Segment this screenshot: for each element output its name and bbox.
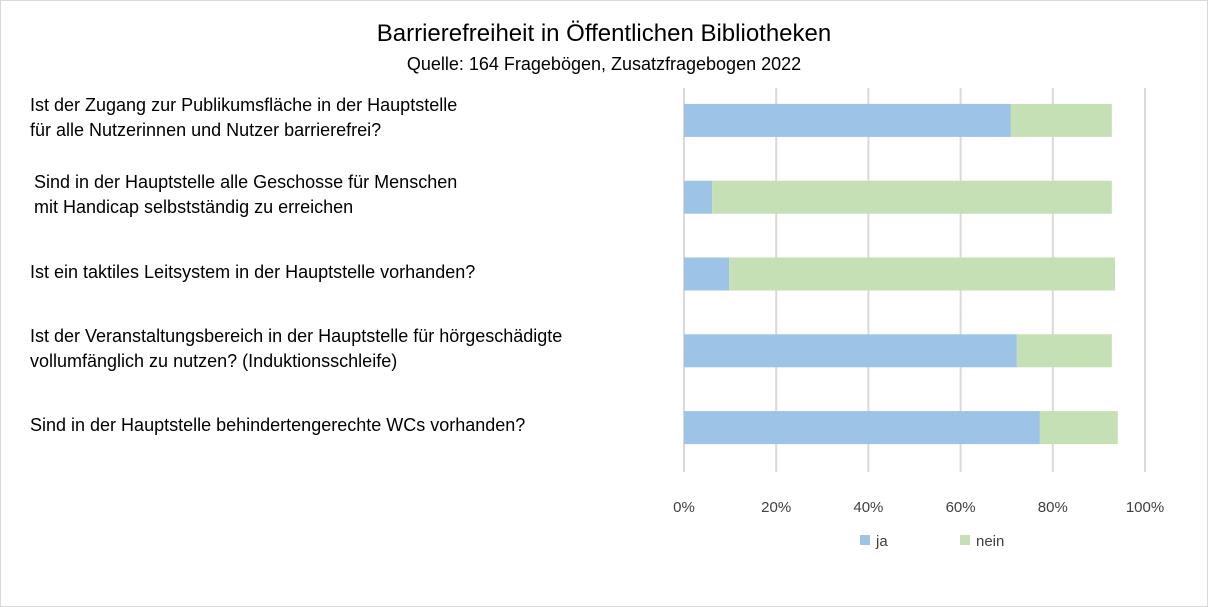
category-label-line: Sind in der Hauptstelle alle Geschosse f…: [34, 172, 458, 193]
x-tick-label: 60%: [946, 499, 976, 516]
legend-swatch-ja: [860, 535, 870, 545]
x-tick-label: 20%: [761, 499, 791, 516]
legend-label-ja: ja: [875, 533, 888, 550]
bar-nein: [1010, 103, 1112, 137]
category-label: Ist der Veranstaltungsbereich in der Hau…: [30, 324, 562, 374]
x-tick-label: 80%: [1038, 499, 1068, 516]
x-tick-label: 40%: [853, 499, 883, 516]
category-label-line: Sind in der Hauptstelle behindertengerec…: [30, 415, 526, 436]
category-label-line: Ist ein taktiles Leitsystem in der Haupt…: [30, 261, 476, 282]
x-tick-label: 100%: [1126, 499, 1164, 516]
bar-nein: [1039, 411, 1118, 445]
category-label-line: vollumfänglich zu nutzen? (Induktionssch…: [30, 350, 398, 371]
bar-ja: [684, 180, 713, 214]
bar-nein: [729, 257, 1116, 291]
category-label-line: für alle Nutzerinnen und Nutzer barriere…: [30, 120, 382, 141]
category-label: Ist der Zugang zur Publikumsfläche in de…: [30, 93, 457, 143]
legend-swatch-nein: [960, 535, 970, 545]
chart-subtitle: Quelle: 164 Fragebögen, Zusatzfragebogen…: [406, 54, 802, 74]
bar-ja: [684, 334, 1017, 368]
bar-nein: [712, 180, 1112, 214]
category-label: Ist ein taktiles Leitsystem in der Haupt…: [30, 260, 475, 285]
x-tick-label: 0%: [673, 499, 695, 516]
legend-label-nein: nein: [976, 533, 1004, 550]
category-label-line: Ist der Veranstaltungsbereich in der Hau…: [30, 325, 563, 346]
category-label: Sind in der Hauptstelle behindertengerec…: [30, 413, 525, 438]
category-label: Sind in der Hauptstelle alle Geschosse f…: [34, 170, 457, 220]
bar-ja: [684, 411, 1040, 445]
category-label-line: Ist der Zugang zur Publikumsfläche in de…: [30, 95, 458, 116]
chart-title: Barrierefreiheit in Öffentlichen Bibliot…: [376, 20, 832, 47]
category-label-line: mit Handicap selbstständig zu erreichen: [34, 197, 354, 218]
bar-ja: [684, 103, 1011, 137]
bar-ja: [684, 257, 730, 291]
bar-nein: [1016, 334, 1112, 368]
